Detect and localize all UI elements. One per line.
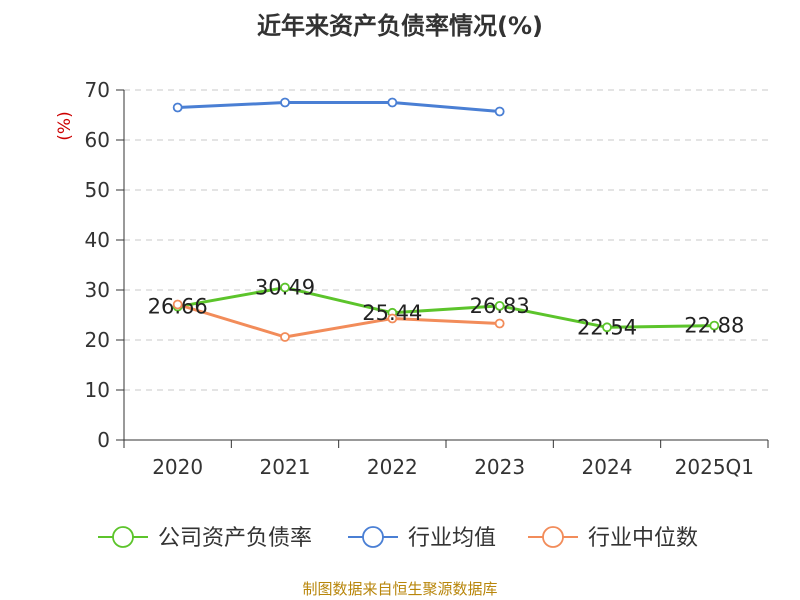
y-tick-label: 40 [85, 228, 110, 252]
data-label: 26.83 [470, 294, 530, 318]
data-point [280, 282, 290, 293]
y-tick-label: 50 [85, 178, 110, 202]
legend-marker [112, 526, 134, 548]
y-tick-label: 30 [85, 278, 110, 302]
y-axis-label: (%) [55, 111, 75, 140]
grid-lines [124, 89, 768, 391]
data-label: 25.44 [362, 301, 422, 325]
data-label: 30.49 [255, 276, 315, 300]
data-point [709, 320, 720, 331]
x-tick-label: 2021 [260, 455, 311, 479]
data-label: 22.88 [684, 314, 744, 338]
x-tick-label: 2024 [582, 455, 633, 479]
data-point [280, 332, 290, 342]
source-note: 制图数据来自恒生聚源数据库 [302, 580, 498, 598]
data-point [602, 322, 612, 333]
legend-label: 行业均值 [408, 526, 496, 551]
legend-label: 行业中位数 [588, 526, 698, 551]
data-point [387, 313, 398, 324]
data-label: 26.66 [148, 295, 208, 319]
legend-item: 行业中位数 [528, 526, 698, 551]
axes: 0 10 20 30 40 50 60 70 2020 2021 2022 2023 2024 2025Q… [55, 78, 769, 479]
data-point [387, 97, 398, 108]
data-point [494, 300, 505, 311]
data-point [172, 102, 183, 113]
data-labels: 26.66 30.49 25.44 26.83 22.54 22.88 [148, 276, 745, 340]
data-point [172, 299, 183, 310]
data-point [280, 97, 290, 108]
x-tick-label: 2022 [367, 455, 418, 479]
legend-item: 公司资产负债率 [98, 526, 312, 551]
legend-item: 行业均值 [348, 526, 496, 551]
series-line-1 [177, 101, 500, 113]
series-lines [172, 97, 720, 342]
x-tick-label: 2020 [152, 455, 203, 479]
data-point [494, 318, 505, 329]
chart-title: 近年来资产负债率情况(%) [257, 12, 543, 40]
series-line-0 [177, 286, 715, 329]
y-tick-label: 0 [97, 428, 110, 452]
legend-marker [362, 526, 384, 548]
legend: 公司资产负债率 行业均值 行业中位数 [98, 526, 698, 551]
series-line-2 [177, 303, 500, 339]
y-tick-label: 60 [85, 128, 110, 152]
legend-label: 公司资产负债率 [158, 526, 312, 551]
legend-marker [542, 526, 564, 548]
data-point [494, 106, 505, 117]
y-tick-label: 20 [85, 328, 110, 352]
x-tick-label: 2023 [474, 455, 525, 479]
x-tick-label: 2025Q1 [675, 455, 754, 479]
y-tick-label: 70 [85, 78, 110, 102]
y-tick-label: 10 [85, 378, 110, 402]
data-label: 22.54 [577, 315, 637, 339]
